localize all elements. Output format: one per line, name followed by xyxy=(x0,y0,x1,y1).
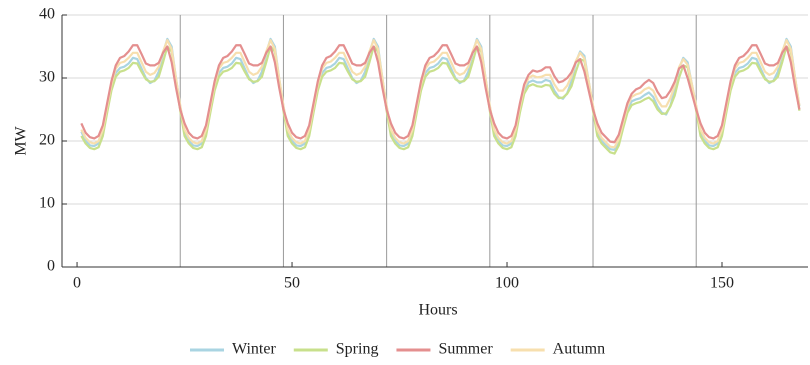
series-line xyxy=(80,45,801,155)
y-tick-label: 30 xyxy=(39,69,55,86)
x-tick-label: 150 xyxy=(710,275,734,292)
y-tick-label: 10 xyxy=(39,195,55,212)
legend-label: Autumn xyxy=(553,341,605,358)
y-tick-label: 40 xyxy=(39,6,55,23)
x-tick-label: 100 xyxy=(495,275,519,292)
y-tick-label: 20 xyxy=(39,132,55,149)
x-tick-label: 0 xyxy=(73,275,81,292)
legend-label: Winter xyxy=(232,341,276,358)
legend-label: Summer xyxy=(438,341,493,358)
y-axis-label: MW xyxy=(13,125,30,155)
x-tick-label: 50 xyxy=(284,275,300,292)
y-tick-label: 0 xyxy=(47,258,55,275)
legend-label: Spring xyxy=(336,341,379,358)
series-line xyxy=(80,39,801,149)
series-line xyxy=(80,44,801,144)
x-axis-label: Hours xyxy=(418,302,457,319)
